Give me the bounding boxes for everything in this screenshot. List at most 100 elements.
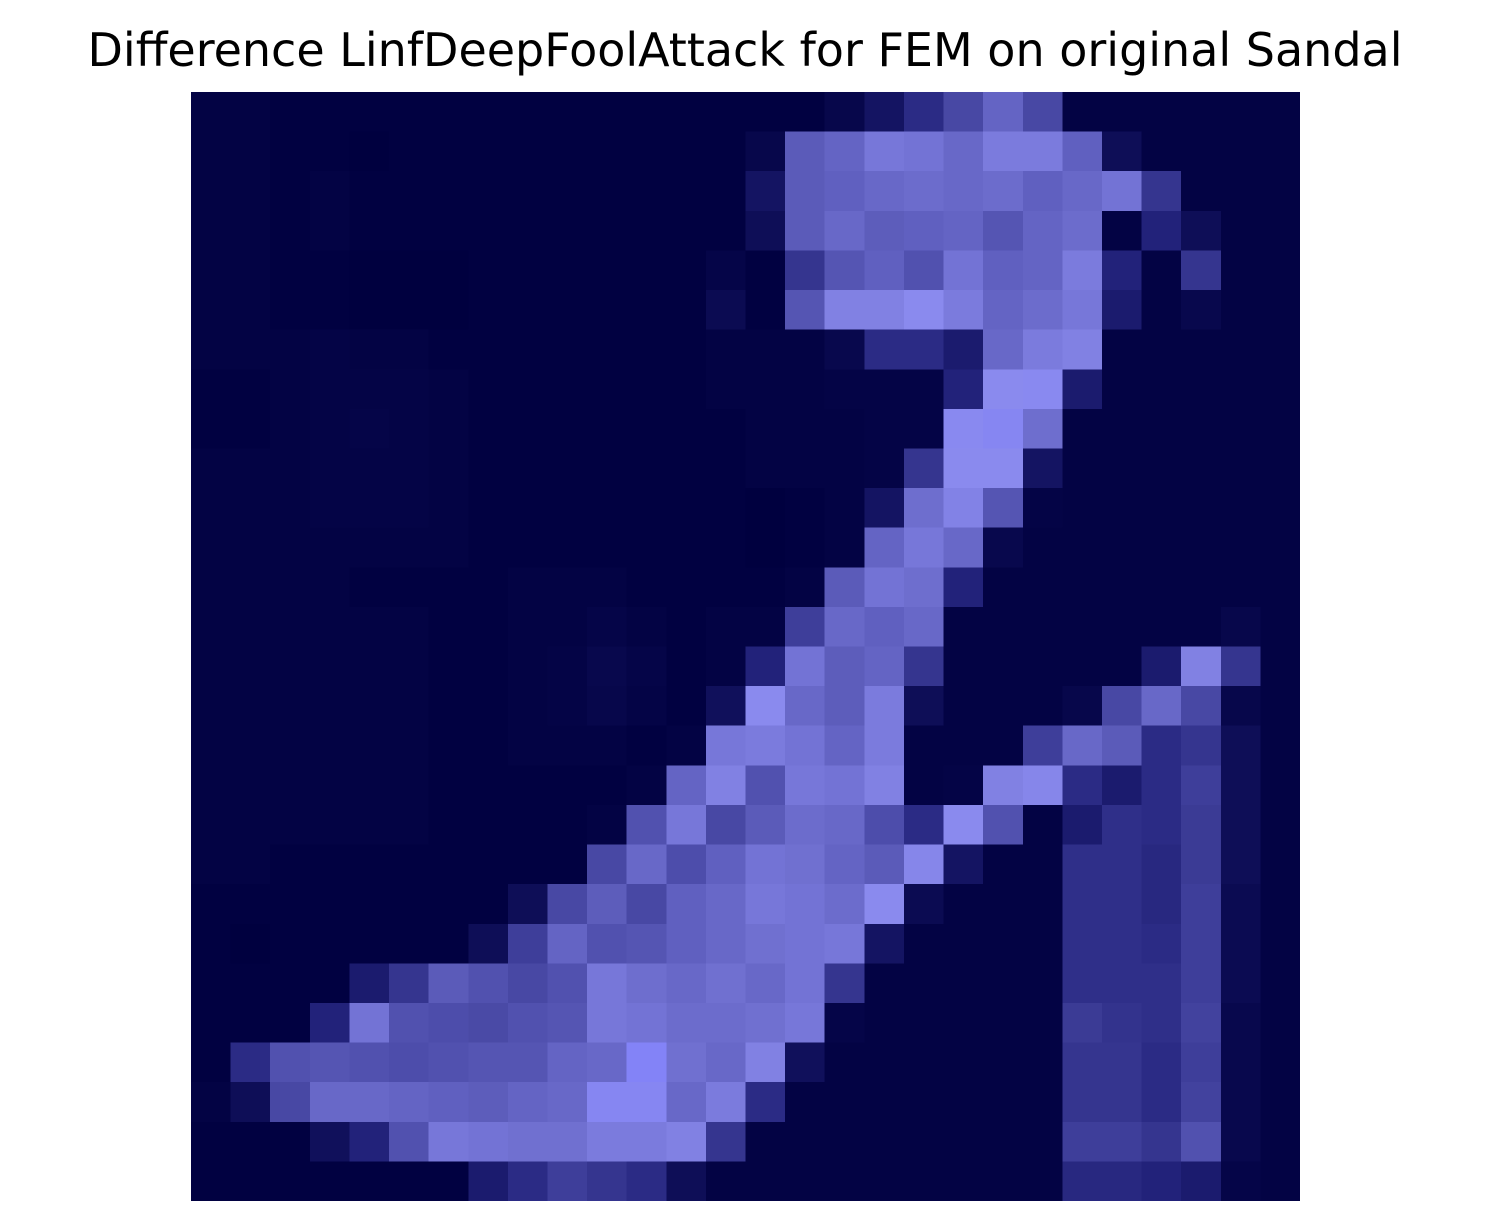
heatmap-cell-r20-c19 xyxy=(944,884,984,924)
heatmap-cell-r20-c25 xyxy=(1181,884,1221,924)
heatmap-cell-r17-c4 xyxy=(349,765,389,805)
heatmap-cell-r11-c19 xyxy=(944,528,984,568)
heatmap-cell-r1-c23 xyxy=(1102,132,1142,172)
heatmap-cell-r14-c24 xyxy=(1142,647,1182,687)
heatmap-cell-r25-c15 xyxy=(785,1082,825,1122)
heatmap-cell-r13-c13 xyxy=(706,607,746,647)
heatmap-cell-r3-c0 xyxy=(191,211,231,251)
heatmap-cell-r8-c27 xyxy=(1260,409,1300,449)
heatmap-cell-r8-c24 xyxy=(1142,409,1182,449)
heatmap-cell-r20-c23 xyxy=(1102,884,1142,924)
heatmap-cell-r5-c3 xyxy=(310,290,350,330)
heatmap-cell-r24-c26 xyxy=(1221,1043,1261,1083)
heatmap-cell-r10-c13 xyxy=(706,488,746,528)
heatmap-cell-r10-c22 xyxy=(1062,488,1102,528)
heatmap-cell-r2-c22 xyxy=(1062,171,1102,211)
heatmap-cell-r17-c3 xyxy=(310,765,350,805)
heatmap-cell-r12-c18 xyxy=(904,567,944,607)
heatmap-cell-r23-c25 xyxy=(1181,1003,1221,1043)
heatmap-cell-r17-c20 xyxy=(983,765,1023,805)
heatmap-cell-r24-c22 xyxy=(1062,1043,1102,1083)
heatmap-cell-r19-c11 xyxy=(627,845,667,885)
heatmap-cell-r24-c13 xyxy=(706,1043,746,1083)
heatmap-cell-r13-c14 xyxy=(746,607,786,647)
heatmap-cell-r21-c12 xyxy=(666,924,706,964)
heatmap-cell-r23-c5 xyxy=(389,1003,429,1043)
heatmap-cell-r13-c27 xyxy=(1260,607,1300,647)
heatmap-cell-r26-c8 xyxy=(508,1122,548,1162)
heatmap-cell-r12-c20 xyxy=(983,567,1023,607)
heatmap-cell-r7-c18 xyxy=(904,369,944,409)
heatmap-cell-r15-c25 xyxy=(1181,686,1221,726)
heatmap-cell-r24-c7 xyxy=(468,1043,508,1083)
heatmap-cell-r1-c5 xyxy=(389,132,429,172)
heatmap-cell-r17-c5 xyxy=(389,765,429,805)
heatmap-cell-r22-c9 xyxy=(547,963,587,1003)
heatmap-cell-r17-c14 xyxy=(746,765,786,805)
heatmap-cell-r24-c23 xyxy=(1102,1043,1142,1083)
heatmap-cell-r24-c6 xyxy=(429,1043,469,1083)
heatmap-cell-r8-c14 xyxy=(746,409,786,449)
heatmap-cell-r4-c22 xyxy=(1062,250,1102,290)
heatmap-cell-r5-c26 xyxy=(1221,290,1261,330)
heatmap-cell-r16-c19 xyxy=(944,726,984,766)
heatmap-cell-r16-c9 xyxy=(547,726,587,766)
heatmap-cell-r20-c22 xyxy=(1062,884,1102,924)
heatmap-cell-r7-c26 xyxy=(1221,369,1261,409)
heatmap-cell-r15-c17 xyxy=(864,686,904,726)
heatmap-cell-r6-c6 xyxy=(429,330,469,370)
heatmap-cell-r2-c21 xyxy=(1023,171,1063,211)
heatmap-cell-r18-c0 xyxy=(191,805,231,845)
heatmap-cell-r4-c24 xyxy=(1142,250,1182,290)
heatmap-cell-r5-c2 xyxy=(270,290,310,330)
heatmap-cell-r25-c11 xyxy=(627,1082,667,1122)
heatmap-cell-r9-c10 xyxy=(587,448,627,488)
heatmap-cell-r21-c13 xyxy=(706,924,746,964)
heatmap-cell-r4-c20 xyxy=(983,250,1023,290)
heatmap-cell-r12-c10 xyxy=(587,567,627,607)
heatmap-cell-r18-c17 xyxy=(864,805,904,845)
heatmap-cell-r27-c22 xyxy=(1062,1161,1102,1201)
heatmap-cell-r0-c21 xyxy=(1023,92,1063,132)
heatmap-cell-r4-c21 xyxy=(1023,250,1063,290)
heatmap-cell-r16-c20 xyxy=(983,726,1023,766)
heatmap-cell-r25-c24 xyxy=(1142,1082,1182,1122)
heatmap-cell-r27-c13 xyxy=(706,1161,746,1201)
heatmap-cell-r24-c17 xyxy=(864,1043,904,1083)
heatmap-cell-r2-c14 xyxy=(746,171,786,211)
heatmap-cell-r23-c23 xyxy=(1102,1003,1142,1043)
heatmap-cell-r17-c26 xyxy=(1221,765,1261,805)
heatmap-cell-r0-c25 xyxy=(1181,92,1221,132)
heatmap-cell-r7-c3 xyxy=(310,369,350,409)
heatmap-cell-r4-c4 xyxy=(349,250,389,290)
heatmap-image xyxy=(191,92,1300,1201)
heatmap-cell-r26-c4 xyxy=(349,1122,389,1162)
heatmap-cell-r14-c7 xyxy=(468,647,508,687)
heatmap-cell-r19-c8 xyxy=(508,845,548,885)
heatmap-cell-r16-c25 xyxy=(1181,726,1221,766)
heatmap-cell-r26-c26 xyxy=(1221,1122,1261,1162)
heatmap-cell-r27-c19 xyxy=(944,1161,984,1201)
heatmap-cell-r11-c22 xyxy=(1062,528,1102,568)
heatmap-cell-r6-c22 xyxy=(1062,330,1102,370)
heatmap-cell-r15-c13 xyxy=(706,686,746,726)
heatmap-cell-r0-c8 xyxy=(508,92,548,132)
heatmap-cell-r3-c27 xyxy=(1260,211,1300,251)
heatmap-cell-r11-c24 xyxy=(1142,528,1182,568)
heatmap-cell-r20-c24 xyxy=(1142,884,1182,924)
heatmap-cell-r4-c10 xyxy=(587,250,627,290)
heatmap-cell-r18-c8 xyxy=(508,805,548,845)
heatmap-cell-r8-c2 xyxy=(270,409,310,449)
heatmap-cell-r17-c10 xyxy=(587,765,627,805)
heatmap-cell-r27-c1 xyxy=(231,1161,271,1201)
heatmap-cell-r24-c16 xyxy=(825,1043,865,1083)
heatmap-cell-r9-c24 xyxy=(1142,448,1182,488)
heatmap-cell-r6-c12 xyxy=(666,330,706,370)
heatmap-cell-r22-c14 xyxy=(746,963,786,1003)
heatmap-cell-r15-c6 xyxy=(429,686,469,726)
heatmap-cell-r13-c9 xyxy=(547,607,587,647)
heatmap-cell-r21-c15 xyxy=(785,924,825,964)
heatmap-cell-r14-c14 xyxy=(746,647,786,687)
heatmap-cell-r3-c16 xyxy=(825,211,865,251)
heatmap-cell-r2-c10 xyxy=(587,171,627,211)
